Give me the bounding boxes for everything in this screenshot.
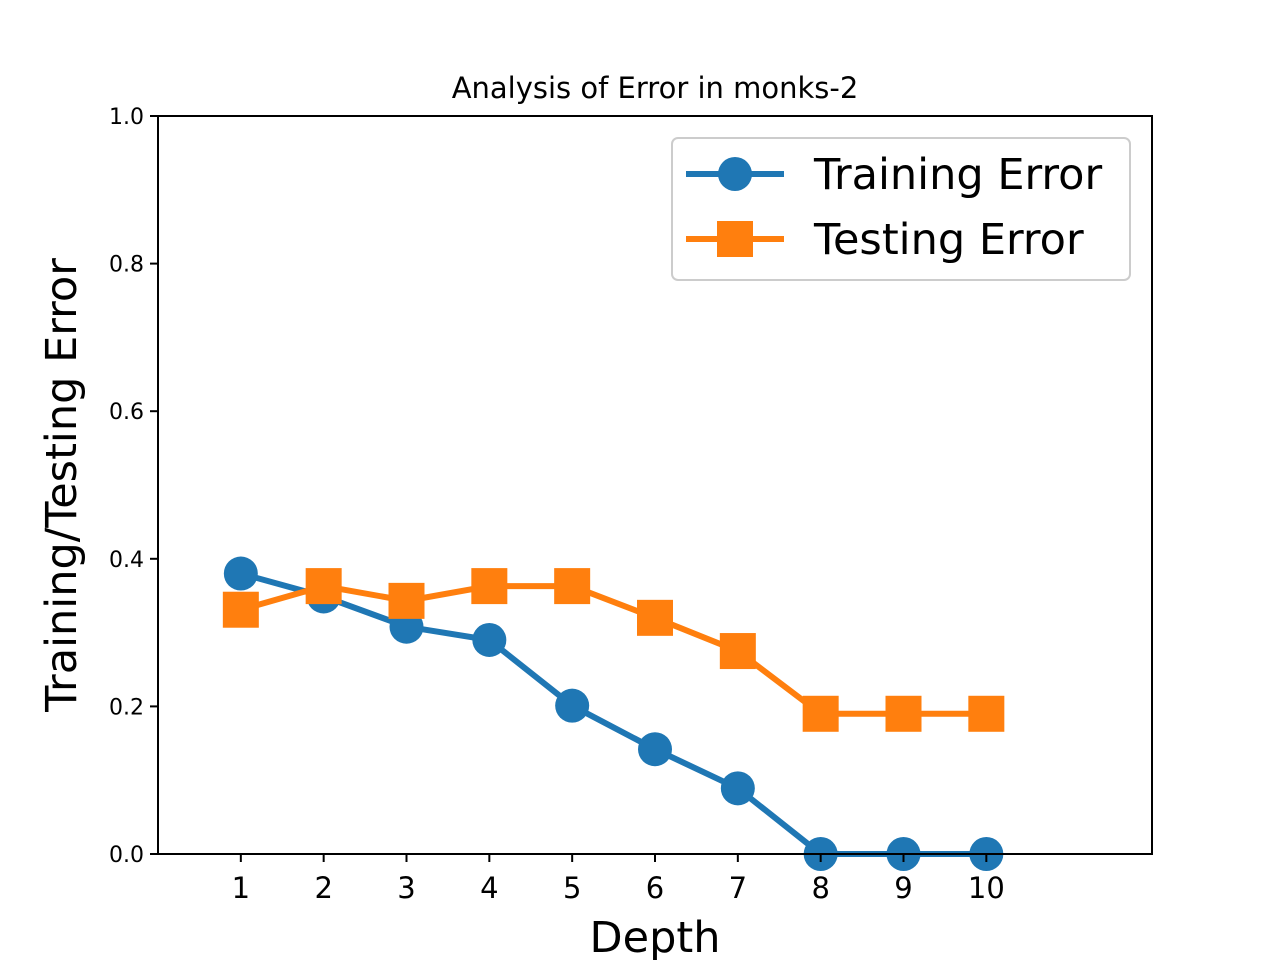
y-axis-label: Training/Testing Error	[37, 258, 87, 713]
y-tick-label: 0.0	[109, 843, 144, 868]
data-point-circle	[223, 556, 258, 591]
legend-item: Training Error	[686, 150, 1102, 200]
legend-marker-circle	[718, 157, 752, 191]
x-tick-label: 7	[729, 871, 747, 905]
series-testing-error	[222, 568, 1005, 732]
legend: Training Error Testing Error	[671, 137, 1131, 281]
x-tick-label: 10	[968, 871, 1005, 905]
data-point-circle	[472, 622, 507, 657]
data-point-circle	[638, 732, 672, 767]
x-tick-label: 5	[563, 871, 581, 905]
x-tick-label: 8	[811, 871, 829, 905]
series-line	[240, 583, 987, 717]
x-tick-label: 3	[397, 871, 415, 905]
legend-box	[671, 137, 1131, 281]
legend-item: Testing Error	[686, 215, 1084, 265]
plot-area	[222, 556, 1005, 871]
data-point-square	[471, 568, 508, 605]
data-point-square	[968, 695, 1005, 732]
chart-title: Analysis of Error in monks-2	[452, 71, 859, 105]
data-point-square	[388, 582, 425, 619]
y-axis: 0.0 0.2 0.4 0.6 0.8 1.0	[109, 105, 158, 868]
x-tick-label: 1	[232, 871, 250, 905]
x-axis-label: Depth	[590, 913, 721, 960]
y-tick-label: 0.6	[109, 400, 144, 425]
x-tick-label: 2	[314, 871, 332, 905]
x-tick-label: 4	[480, 871, 498, 905]
legend-label: Testing Error	[813, 215, 1084, 265]
data-point-square	[305, 568, 342, 605]
data-point-circle	[720, 771, 755, 806]
legend-label: Training Error	[813, 150, 1102, 200]
y-tick-label: 0.4	[109, 548, 144, 573]
y-tick-label: 0.8	[109, 253, 144, 278]
data-point-square	[554, 568, 591, 605]
data-point-square	[222, 591, 259, 628]
data-point-square	[719, 633, 756, 670]
data-point-square	[637, 599, 673, 636]
data-point-circle	[555, 688, 590, 723]
y-tick-label: 0.2	[109, 695, 144, 720]
y-tick-label: 1.0	[109, 105, 144, 130]
x-tick-label: 6	[646, 871, 664, 905]
x-tick-label: 9	[894, 871, 912, 905]
data-point-square	[802, 695, 839, 732]
legend-marker-square	[717, 221, 753, 257]
data-point-square	[885, 695, 922, 732]
x-axis: 1 2 3 4 5 6 7 8 9 10	[232, 854, 1005, 905]
